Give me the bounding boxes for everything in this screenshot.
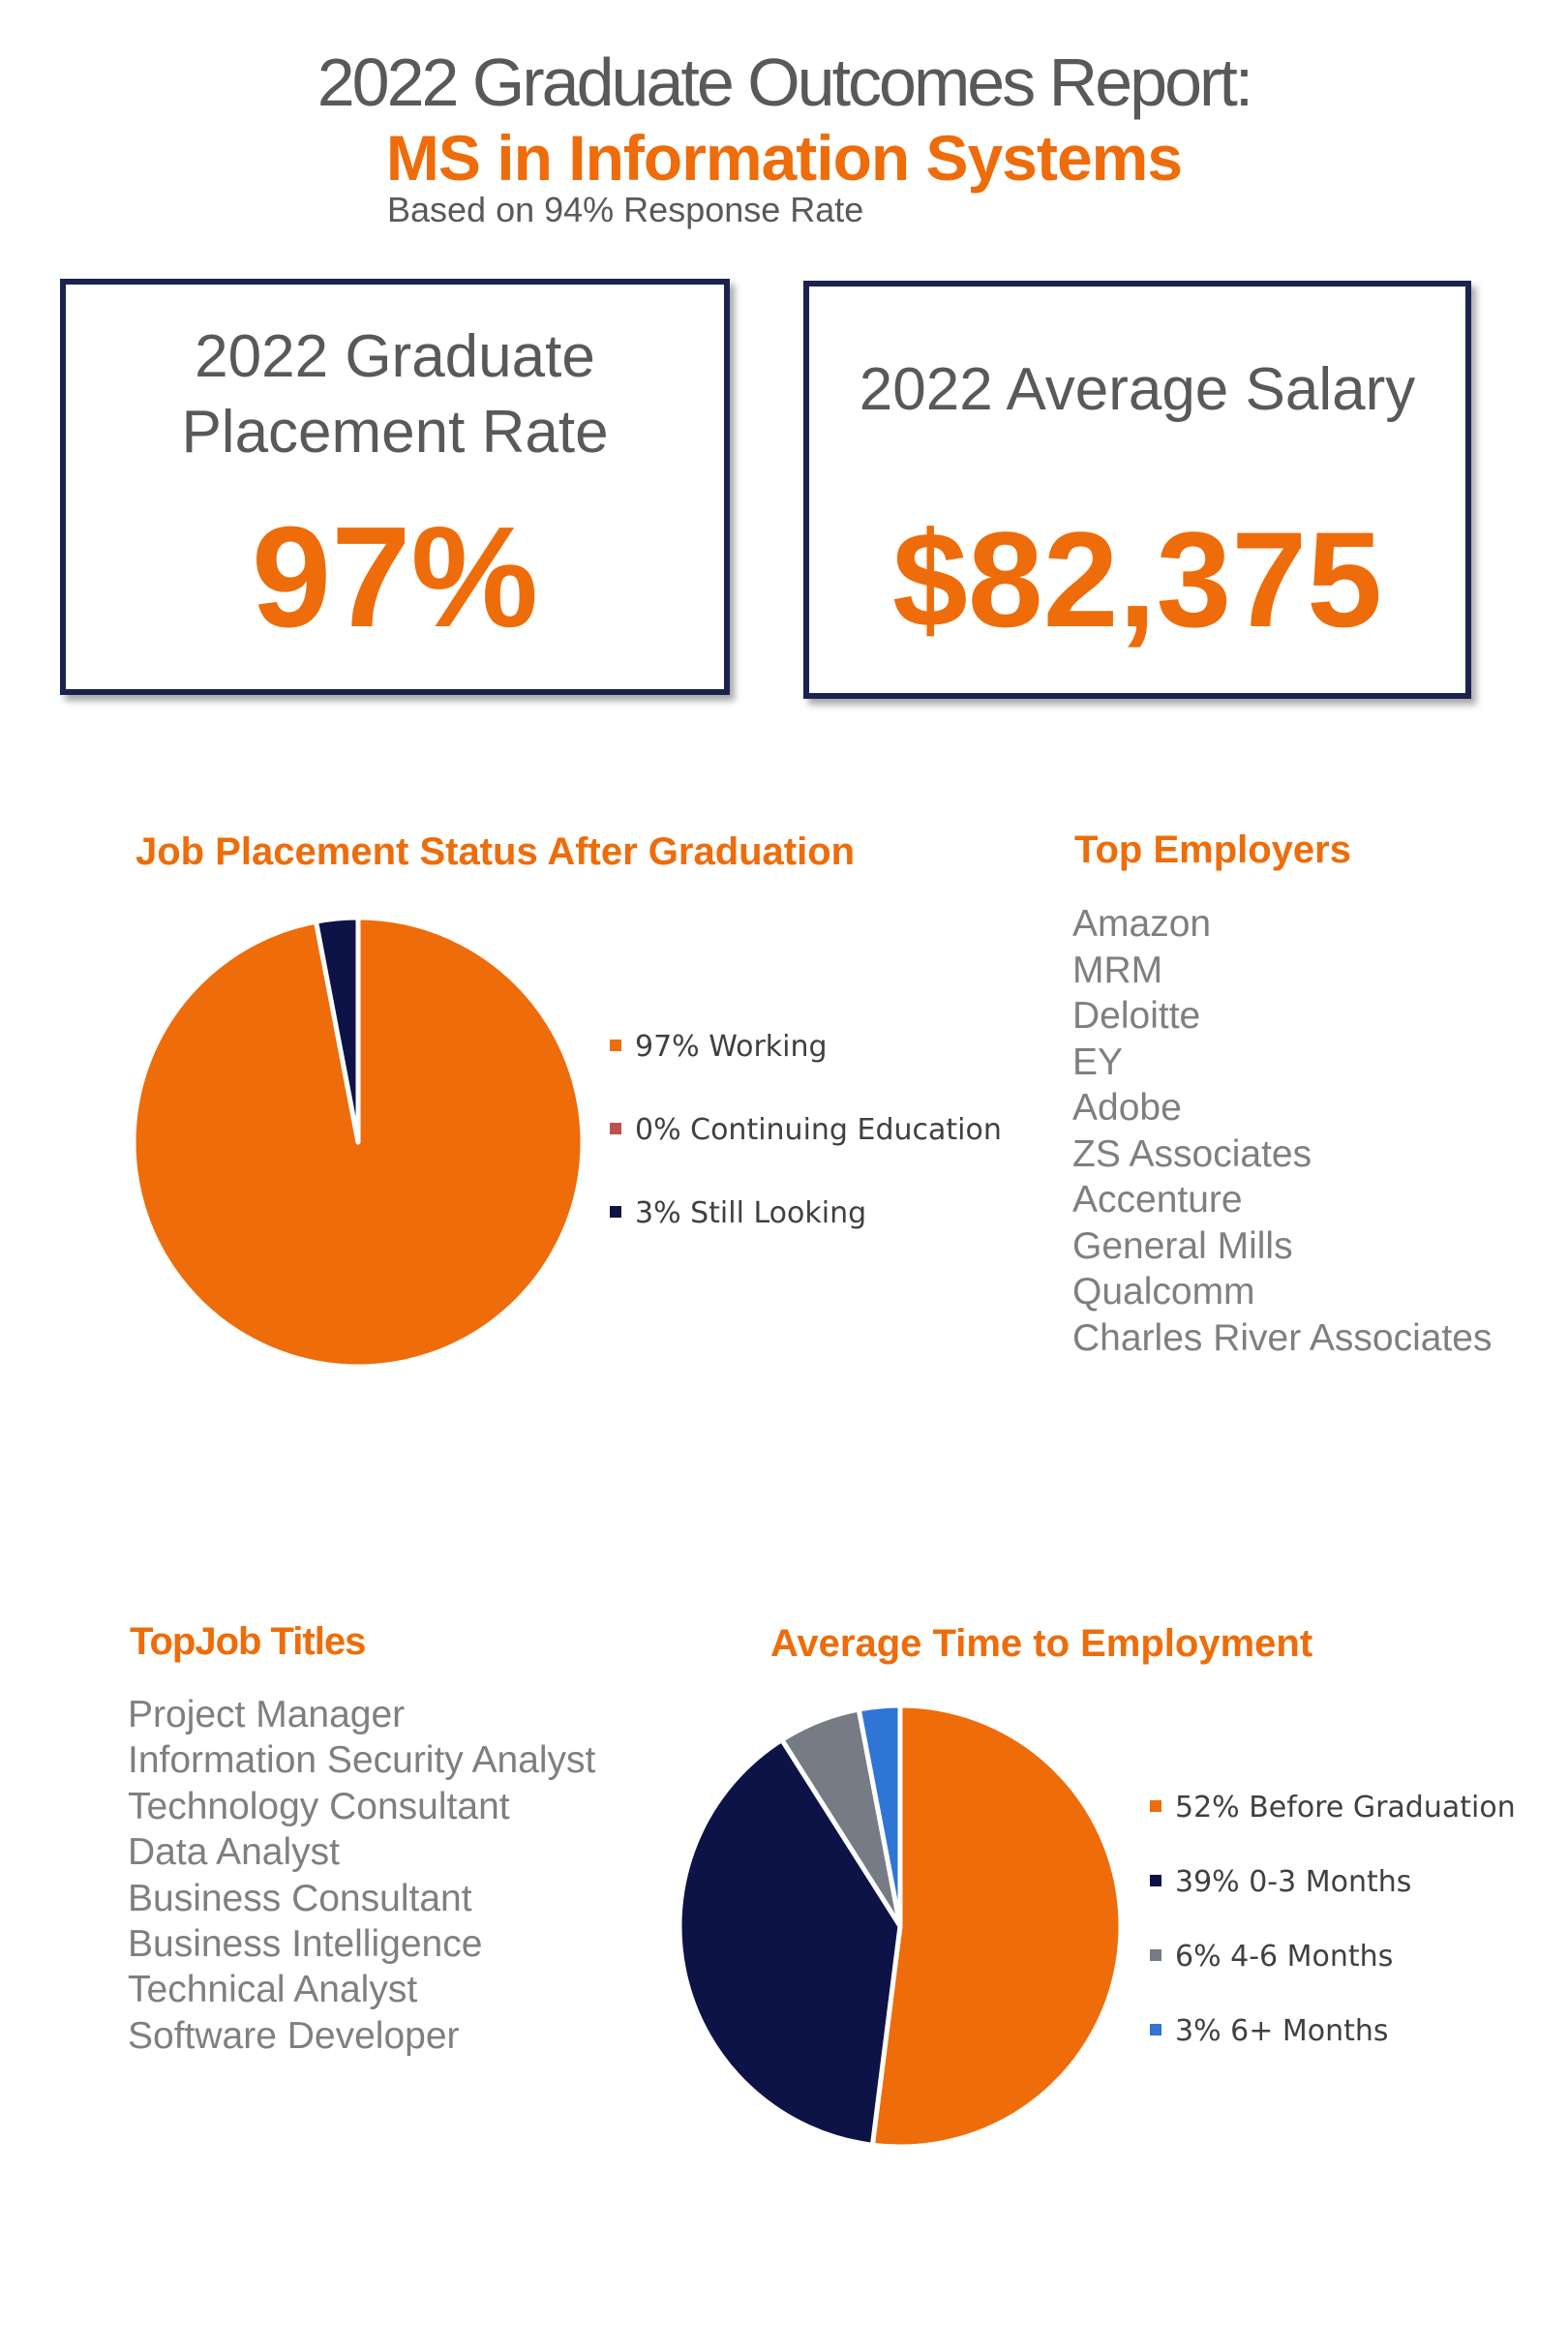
time-to-employment-pie-chart [677, 1703, 1124, 2150]
placement-chart-title: Job Placement Status After Graduation [136, 830, 856, 873]
report-title: 2022 Graduate Outcomes Report: [317, 45, 1253, 120]
pie-slice [314, 915, 361, 1145]
job-title-item: Project Manager [128, 1694, 406, 1735]
employer-item: Amazon [1072, 903, 1212, 945]
legend-swatch [610, 1039, 621, 1051]
legend-label: 0% Continuing Education [635, 1113, 1002, 1147]
legend-label: 6% 4-6 Months [1175, 1940, 1394, 1974]
legend-swatch [1150, 1874, 1161, 1886]
top-job-titles-list: Project Manager Information Security Anal… [128, 1692, 595, 2059]
legend-label: 52% Before Graduation [1175, 1791, 1516, 1824]
placement-rate-label-line1: 2022 Graduate [195, 323, 595, 390]
employer-item: Qualcomm [1072, 1271, 1255, 1312]
average-salary-value: $82,375 [891, 503, 1383, 655]
employer-item: ZS Associates [1072, 1132, 1312, 1175]
legend-label: 3% 6+ Months [1175, 2014, 1389, 2048]
time-to-employment-chart-title: Average Time to Employment [770, 1622, 1313, 1665]
placement-rate-label: 2022 Graduate Placement Rate [66, 319, 724, 470]
employer-item: Accenture [1072, 1179, 1243, 1221]
legend-item: 3% 6+ Months [1150, 2012, 1389, 2051]
legend-label: 39% 0-3 Months [1175, 1865, 1412, 1899]
job-title-item: Technology Consultant [128, 1785, 510, 1827]
legend-swatch [1150, 2023, 1161, 2035]
legend-label: 97% Working [635, 1030, 828, 1064]
legend-item: 97% Working [610, 1028, 828, 1067]
job-title-item: Data Analyst [128, 1831, 340, 1874]
job-title-item: Information Security Analyst [128, 1739, 596, 1782]
employer-item: Deloitte [1072, 995, 1201, 1037]
legend-item: 3% Still Looking [610, 1194, 866, 1233]
legend-item: 6% 4-6 Months [1150, 1938, 1393, 1976]
pie-slice [869, 1703, 1124, 2150]
legend-swatch [1150, 1799, 1161, 1812]
job-title-item: Software Developer [128, 2014, 460, 2057]
job-title-item: Business Intelligence [128, 1923, 483, 1966]
employer-item: General Mills [1072, 1224, 1293, 1267]
legend-label: 3% Still Looking [635, 1196, 867, 1230]
job-title-item: Technical Analyst [128, 1969, 418, 2011]
report-subtitle: MS in Information Systems [385, 122, 1183, 194]
legend-item: 52% Before Graduation [1150, 1789, 1516, 1827]
average-salary-label: 2022 Average Salary [859, 356, 1416, 423]
legend-swatch [610, 1205, 621, 1218]
placement-rate-value: 97% [251, 498, 539, 657]
top-employers-list: Amazon MRM Deloitte EY Adobe ZS Associates Acc… [1072, 901, 1493, 1361]
pie-slice [856, 1703, 903, 1929]
top-job-titles-heading: TopJob Titles [130, 1620, 366, 1663]
employer-item: EY [1072, 1040, 1124, 1083]
placement-pie-chart [131, 915, 586, 1370]
legend-item: 39% 0-3 Months [1150, 1863, 1411, 1902]
average-salary-card: 2022 Average Salary $82,375 [803, 281, 1471, 699]
job-title-item: Business Consultant [128, 1877, 472, 1919]
top-employers-heading: Top Employers [1074, 829, 1351, 871]
response-rate-note: Based on 94% Response Rate [387, 190, 864, 229]
placement-rate-card: 2022 Graduate Placement Rate 97% [60, 279, 730, 695]
legend-swatch [610, 1122, 621, 1134]
legend-swatch [1150, 1948, 1161, 1961]
employer-item: Adobe [1072, 1087, 1182, 1129]
employer-item: MRM [1072, 949, 1163, 991]
placement-rate-label-line2: Placement Rate [181, 399, 609, 466]
legend-item: 0% Continuing Education [610, 1111, 1002, 1150]
employer-item: Charles River Associates [1072, 1316, 1493, 1359]
